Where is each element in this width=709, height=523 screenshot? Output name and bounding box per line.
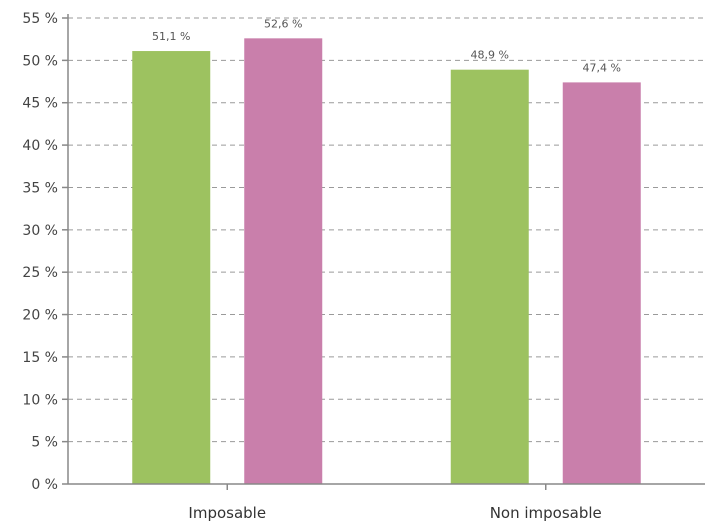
data-labels: 51,1 % 52,6 % 48,9 % 47,4 % [152,17,621,74]
y-tick-label: 0 % [31,477,58,493]
y-tick-label: 40 % [22,138,58,154]
data-label: 48,9 % [471,49,509,62]
bar [450,69,529,484]
y-tick-label: 10 % [22,392,58,408]
data-label: 51,1 % [152,30,190,43]
bar [244,38,323,485]
x-category-label: Imposable [188,504,266,522]
data-label: 52,6 % [264,17,302,30]
data-label: 47,4 % [583,61,621,74]
y-tick-label: 25 % [22,265,58,281]
bar [132,51,211,484]
y-tick-label: 45 % [22,96,58,112]
y-tick-label: 50 % [22,53,58,69]
bar [562,82,641,484]
y-axis-ticks: 0 % 5 % 10 % 15 % 20 % 25 % 30 % 35 % 40 % 45 % 50… [22,11,68,493]
y-tick-label: 30 % [22,223,58,239]
x-category-label: Non imposable [490,504,602,522]
x-axis-categories: Imposable Non imposable [188,484,602,522]
y-tick-label: 35 % [22,180,58,196]
y-tick-label: 55 % [22,11,58,27]
grid-lines [68,17,705,443]
bars [132,38,641,485]
y-tick-label: 15 % [22,350,58,366]
y-tick-label: 20 % [22,308,58,324]
axes [67,14,705,485]
y-tick-label: 5 % [31,435,58,451]
